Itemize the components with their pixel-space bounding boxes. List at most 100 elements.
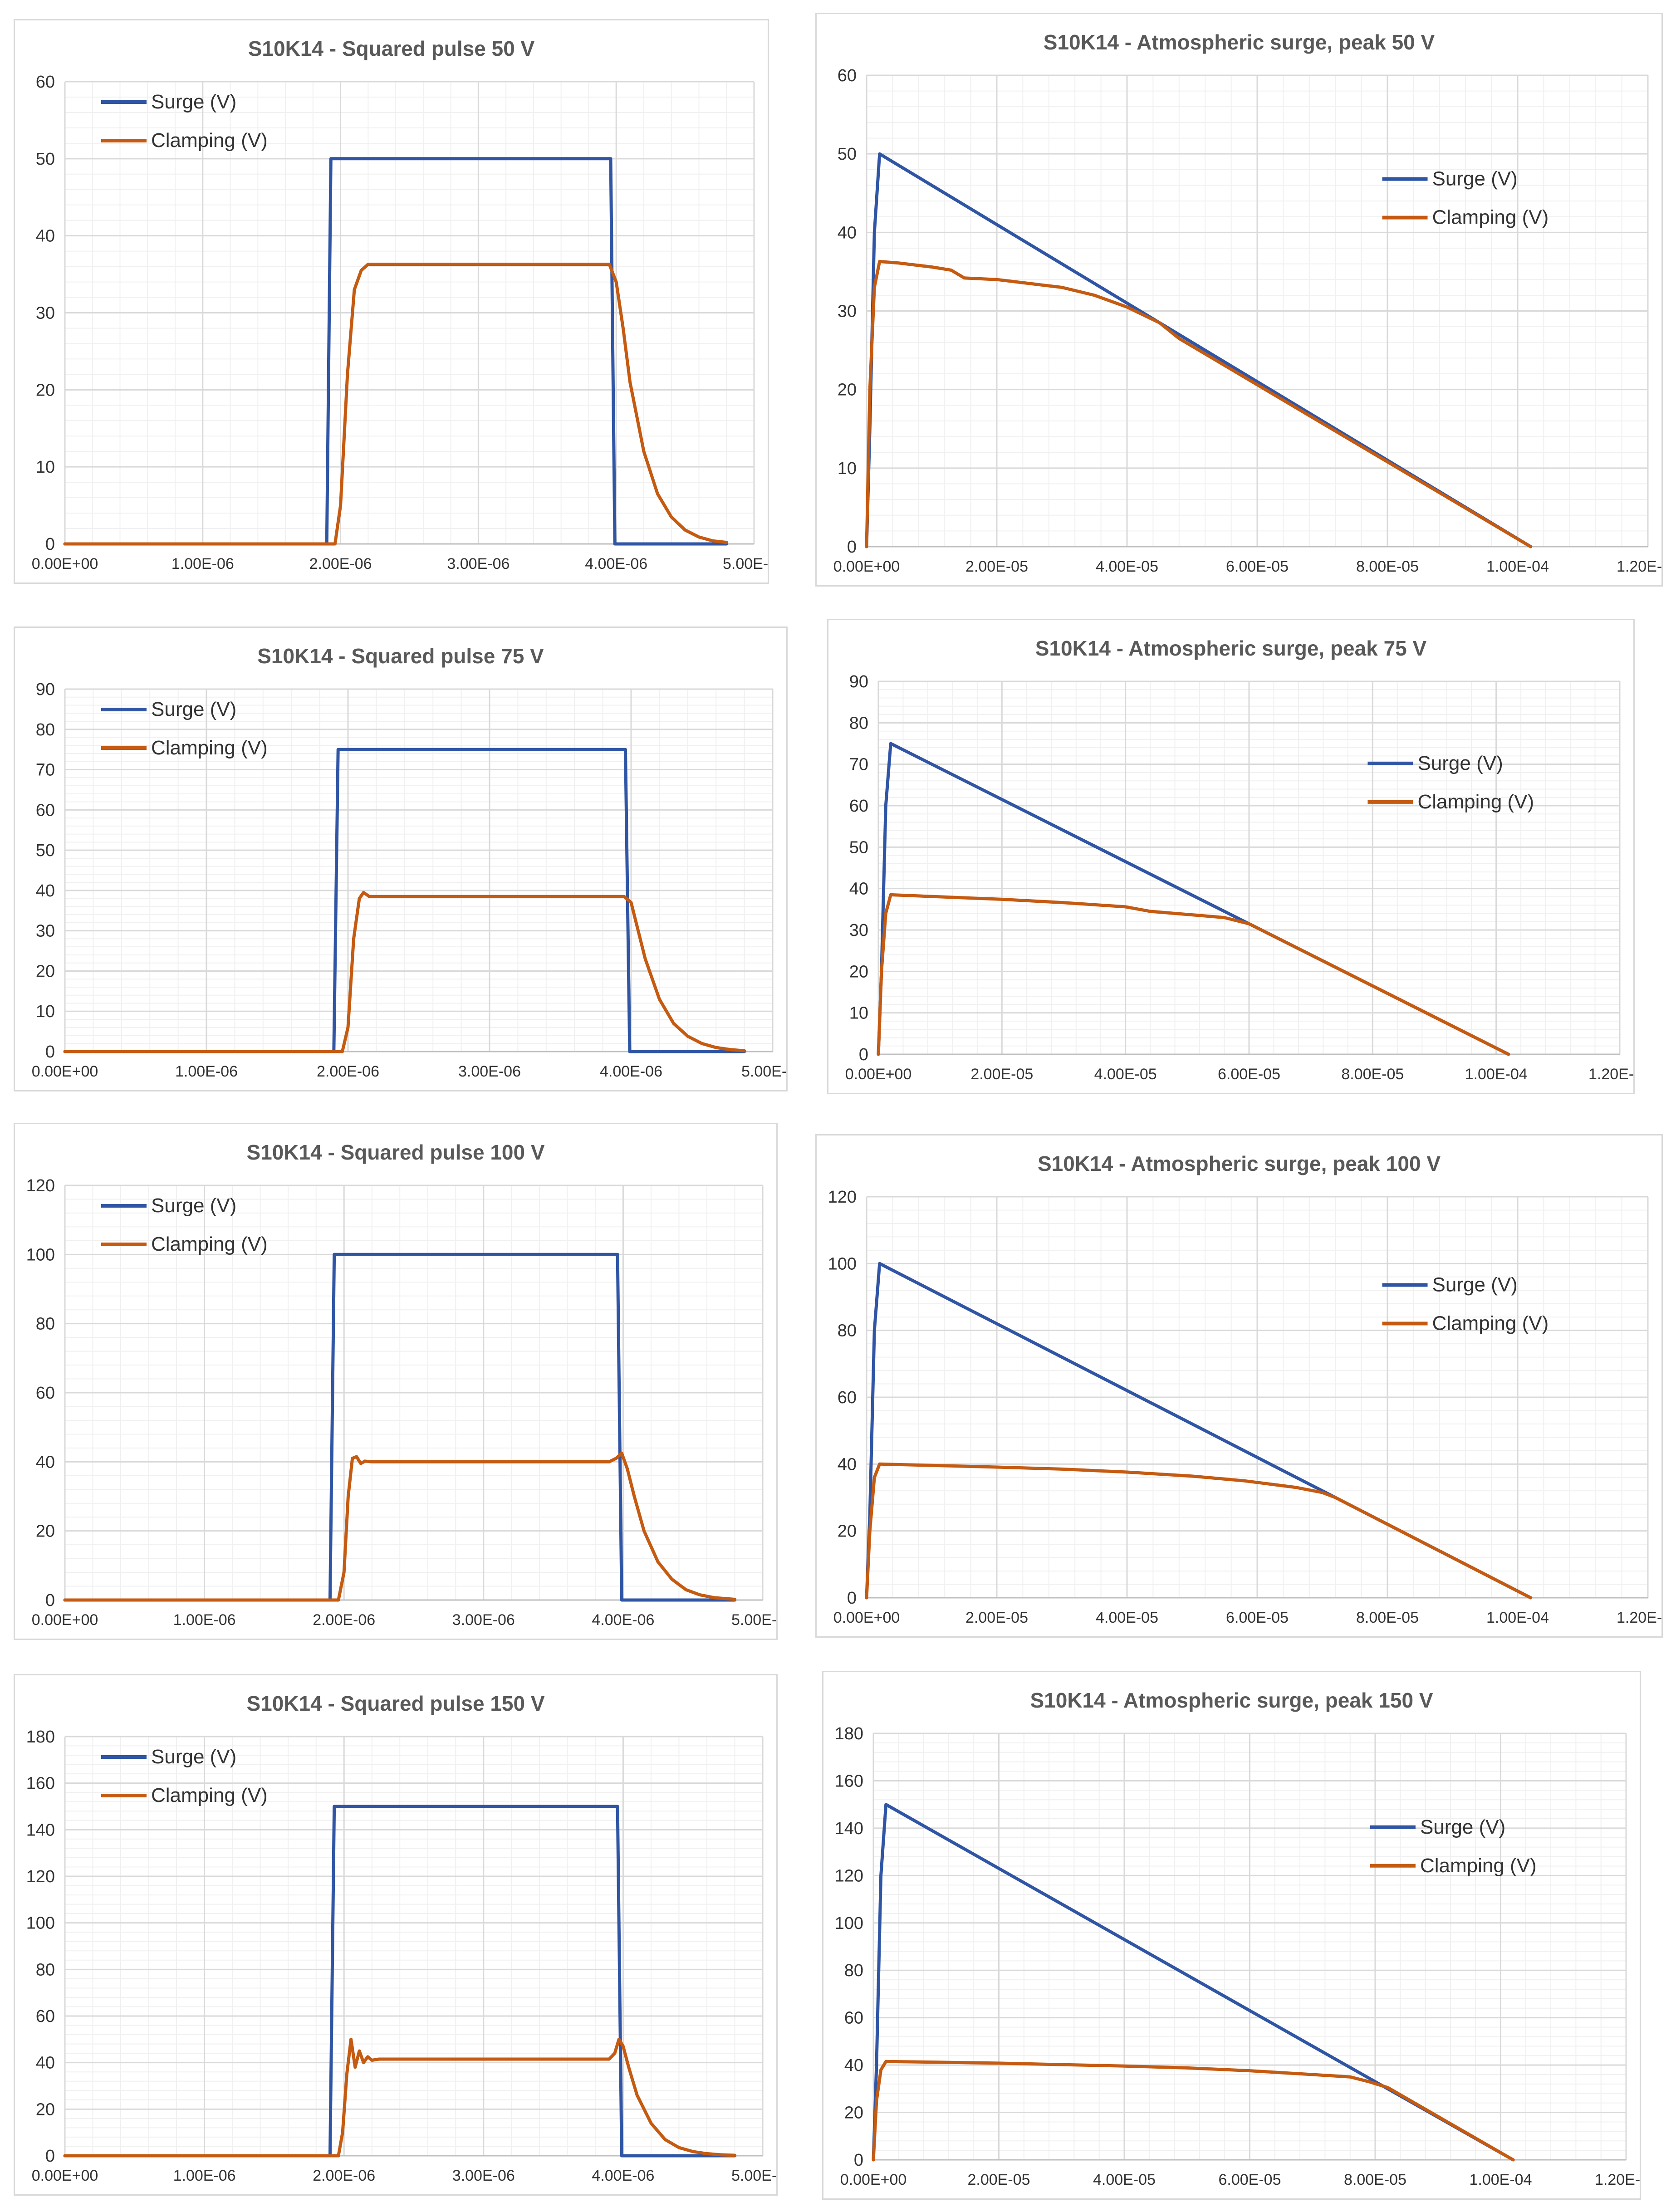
y-tick-label: 20 xyxy=(849,962,868,981)
y-tick-label: 20 xyxy=(36,2100,55,2119)
y-tick-label: 0 xyxy=(847,1589,857,1608)
x-tick-label: 1.00E-04 xyxy=(1470,2171,1532,2188)
y-tick-label: 100 xyxy=(26,1245,55,1264)
chart-title: S10K14 - Squared pulse 100 V xyxy=(246,1140,544,1164)
y-tick-label: 40 xyxy=(36,881,55,900)
y-tick-label: 30 xyxy=(36,922,55,941)
x-tick-label: 0.00E+00 xyxy=(32,1063,98,1080)
y-tick-label: 0 xyxy=(45,535,55,554)
x-tick-label: 4.00E-05 xyxy=(1094,1066,1157,1083)
chart-svg: S10K14 - Atmospheric surge, peak 150 V 0.… xyxy=(835,1688,1640,2188)
legend-surge-label: Surge (V) xyxy=(151,91,236,113)
chart-title: S10K14 - Squared pulse 50 V xyxy=(248,37,535,60)
clamping-series-line xyxy=(872,2060,1515,2162)
y-tick-label: 10 xyxy=(36,458,55,477)
chart-title: S10K14 - Squared pulse 75 V xyxy=(257,644,544,668)
x-tick-label: 0.00E+00 xyxy=(845,1066,912,1083)
x-tick-label: 1.00E-06 xyxy=(173,1611,236,1629)
x-tick-label: 2.00E-05 xyxy=(965,558,1028,575)
y-tick-label: 50 xyxy=(838,145,857,164)
x-tick-label: 4.00E-05 xyxy=(1096,1609,1158,1626)
x-tick-label: 4.00E-05 xyxy=(1096,558,1158,575)
x-tick-label: 8.00E-05 xyxy=(1356,1609,1419,1626)
y-tick-label: 10 xyxy=(849,1004,868,1023)
y-tick-label: 90 xyxy=(36,680,55,699)
legend-surge-label: Surge (V) xyxy=(151,1194,236,1217)
chart-title: S10K14 - Atmospheric surge, peak 50 V xyxy=(1044,30,1435,54)
x-tick-label: 4.00E-06 xyxy=(592,2167,654,2184)
y-tick-label: 20 xyxy=(36,1522,55,1541)
x-tick-label: 2.00E-06 xyxy=(309,555,372,573)
chart-panel-atmospheric-50: S10K14 - Atmospheric surge, peak 50 V 0.0… xyxy=(815,13,1663,587)
clamping-series-line xyxy=(865,1462,1533,1600)
y-tick-label: 40 xyxy=(36,227,55,246)
x-tick-label: 1.00E-06 xyxy=(175,1063,238,1080)
y-tick-label: 20 xyxy=(838,381,857,400)
y-tick-label: 70 xyxy=(849,755,868,774)
x-tick-label: 1.20E-04 xyxy=(1588,1066,1633,1083)
y-tick-label: 60 xyxy=(36,801,55,820)
legend-clamping-label: Clamping (V) xyxy=(1420,1855,1537,1877)
y-tick-label: 160 xyxy=(26,1774,55,1793)
x-tick-label: 0.00E+00 xyxy=(32,555,98,573)
y-tick-label: 40 xyxy=(838,1455,857,1474)
x-tick-label: 1.00E-04 xyxy=(1486,558,1549,575)
legend-clamping-label: Clamping (V) xyxy=(1417,791,1534,813)
x-tick-label: 3.00E-06 xyxy=(447,555,510,573)
chart-panel-atmospheric-150: S10K14 - Atmospheric surge, peak 150 V 0.… xyxy=(822,1671,1641,2200)
x-tick-label: 3.00E-06 xyxy=(458,1063,521,1080)
chart-title: S10K14 - Atmospheric surge, peak 150 V xyxy=(1030,1688,1433,1712)
legend-surge-label: Surge (V) xyxy=(1420,1816,1505,1838)
chart-svg: S10K14 - Atmospheric surge, peak 100 V 0.… xyxy=(828,1152,1661,1626)
legend-surge-label: Surge (V) xyxy=(151,698,236,720)
legend-surge-label: Surge (V) xyxy=(1432,1273,1518,1296)
x-tick-label: 0.00E+00 xyxy=(833,1609,900,1626)
y-tick-label: 30 xyxy=(838,302,857,321)
x-tick-label: 6.00E-05 xyxy=(1218,1066,1280,1083)
y-tick-label: 80 xyxy=(36,720,55,739)
x-tick-label: 1.20E-04 xyxy=(1617,558,1661,575)
x-tick-label: 6.00E-05 xyxy=(1226,1609,1289,1626)
x-tick-label: 6.00E-05 xyxy=(1219,2171,1281,2188)
legend-clamping-label: Clamping (V) xyxy=(151,1233,268,1255)
x-tick-label: 4.00E-05 xyxy=(1093,2171,1156,2188)
y-tick-label: 100 xyxy=(835,1914,863,1933)
x-tick-label: 0.00E+00 xyxy=(32,1611,98,1629)
y-tick-label: 0 xyxy=(859,1045,868,1064)
y-tick-label: 80 xyxy=(36,1960,55,1979)
x-tick-label: 2.00E-06 xyxy=(313,2167,375,2184)
chart-panel-squared-100: S10K14 - Squared pulse 100 V 0.00E+00 1.00… xyxy=(14,1123,778,1640)
y-tick-label: 180 xyxy=(26,1728,55,1747)
surge-series-line xyxy=(63,1253,736,1602)
chart-title: S10K14 - Atmospheric surge, peak 75 V xyxy=(1035,636,1427,660)
chart-panel-squared-150: S10K14 - Squared pulse 150 V 0.00E+00 1.00… xyxy=(14,1674,778,2196)
surge-series-line xyxy=(63,157,728,546)
y-tick-label: 50 xyxy=(849,838,868,857)
x-tick-label: 1.00E-06 xyxy=(173,2167,236,2184)
y-tick-label: 80 xyxy=(844,1961,863,1980)
y-tick-label: 40 xyxy=(36,1453,55,1472)
x-tick-label: 5.00E-06 xyxy=(731,1611,776,1629)
y-tick-label: 20 xyxy=(36,381,55,400)
y-tick-label: 30 xyxy=(849,921,868,940)
y-tick-label: 90 xyxy=(849,672,868,691)
y-tick-label: 80 xyxy=(36,1315,55,1334)
y-tick-label: 100 xyxy=(26,1914,55,1933)
y-tick-label: 180 xyxy=(835,1724,863,1743)
x-tick-label: 8.00E-05 xyxy=(1356,558,1419,575)
y-tick-label: 50 xyxy=(36,841,55,860)
legend-clamping-label: Clamping (V) xyxy=(1432,206,1549,229)
x-tick-label: 2.00E-05 xyxy=(965,1609,1028,1626)
x-tick-label: 1.20E-04 xyxy=(1595,2171,1640,2188)
y-tick-label: 140 xyxy=(26,1820,55,1840)
y-tick-label: 60 xyxy=(36,2007,55,2026)
y-tick-label: 20 xyxy=(36,962,55,981)
x-tick-label: 2.00E-05 xyxy=(968,2171,1030,2188)
clamping-series-line xyxy=(865,259,1533,548)
x-tick-label: 6.00E-05 xyxy=(1226,558,1289,575)
y-tick-label: 60 xyxy=(844,2009,863,2028)
chart-panel-squared-50: S10K14 - Squared pulse 50 V 0.00E+00 1.00E… xyxy=(14,19,769,584)
y-tick-label: 100 xyxy=(828,1254,857,1273)
chart-title: S10K14 - Atmospheric surge, peak 100 V xyxy=(1038,1152,1441,1175)
legend-clamping-label: Clamping (V) xyxy=(151,737,268,759)
